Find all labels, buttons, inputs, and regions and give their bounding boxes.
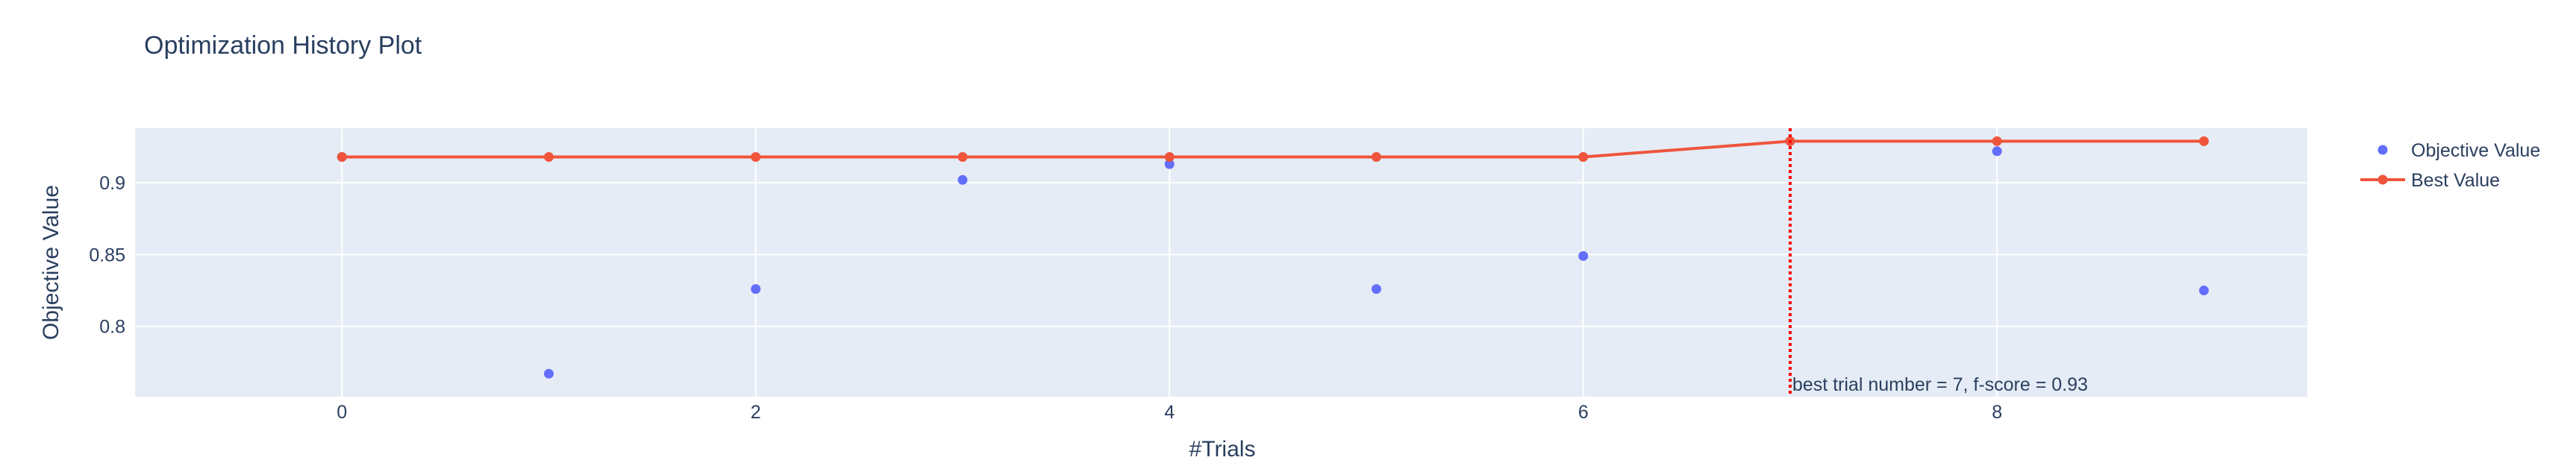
best-value-point[interactable] — [1578, 152, 1589, 163]
objective-value-point[interactable] — [957, 174, 968, 185]
x-tick-label: 6 — [1578, 402, 1589, 423]
legend-label: Best Value — [2411, 170, 2500, 191]
series-layer — [337, 136, 2209, 379]
objective-value-point[interactable] — [2198, 286, 2209, 296]
x-axis-title: #Trials — [1189, 437, 1256, 462]
legend-item[interactable]: Objective Value — [2378, 140, 2541, 161]
legend[interactable]: Objective Value Best Value — [2360, 140, 2540, 191]
best-value-point[interactable] — [543, 152, 554, 163]
objective-value-point[interactable] — [751, 284, 761, 295]
objective-value-point[interactable] — [1164, 159, 1175, 169]
objective-value-point[interactable] — [1578, 251, 1589, 261]
objective-value-point[interactable] — [1371, 284, 1381, 295]
best-value-point[interactable] — [1164, 152, 1175, 163]
best-value-point[interactable] — [957, 152, 968, 163]
x-tick-label: 4 — [1164, 402, 1175, 423]
y-tick-label: 0.85 — [89, 245, 125, 265]
grid-lines — [135, 128, 2307, 397]
axis-labels: 0 2 4 6 8 0.8 0.85 0.9 — [89, 173, 2002, 423]
plot-area — [135, 128, 2307, 397]
best-trial-label: best trial number = 7, f-score = 0.93 — [1792, 374, 2088, 395]
legend-marker-swatch — [2378, 174, 2388, 185]
best-value-point[interactable] — [2198, 136, 2209, 146]
best-value-point[interactable] — [751, 152, 761, 163]
best-value-point[interactable] — [1992, 136, 2002, 146]
objective-value-point[interactable] — [1992, 146, 2002, 157]
x-tick-label: 2 — [751, 402, 761, 423]
legend-label: Objective Value — [2411, 140, 2540, 161]
x-tick-label: 8 — [1992, 402, 2002, 423]
best-value-point[interactable] — [1371, 152, 1381, 163]
legend-item[interactable]: Best Value — [2360, 170, 2500, 191]
legend-marker-swatch — [2378, 145, 2388, 155]
best-value-line — [342, 139, 2204, 159]
y-axis-title: Objective Value — [39, 185, 63, 340]
objective-value-point[interactable] — [543, 368, 554, 379]
plot-background — [135, 128, 2307, 397]
y-tick-label: 0.9 — [99, 173, 125, 194]
x-tick-label: 0 — [337, 402, 347, 423]
y-tick-label: 0.8 — [99, 317, 125, 338]
annotation-layer: best trial number = 7, f-score = 0.93 — [1788, 128, 2088, 397]
chart-title: Optimization History Plot — [144, 31, 422, 60]
best-value-point[interactable] — [337, 152, 347, 163]
